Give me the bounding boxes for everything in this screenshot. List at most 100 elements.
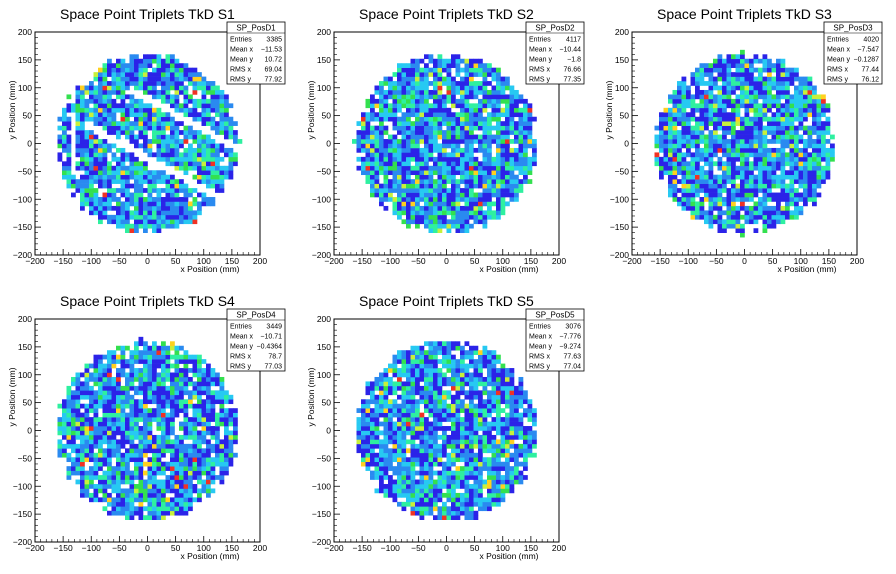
heatmap-cell bbox=[523, 112, 528, 118]
heatmap-cell bbox=[93, 475, 99, 480]
histogram-panel-5: Space Point Triplets TkD S5−200 −150 −100−… bbox=[306, 293, 585, 561]
heatmap-cell bbox=[505, 107, 510, 113]
heatmap-cell bbox=[713, 76, 718, 82]
heatmap-cell bbox=[505, 152, 510, 158]
heatmap-cell bbox=[215, 143, 220, 149]
heatmap-cell bbox=[156, 501, 162, 507]
heatmap-cell bbox=[174, 434, 180, 440]
heatmap-cell bbox=[107, 67, 112, 73]
heatmap-cell bbox=[708, 85, 714, 91]
heatmap-cell bbox=[749, 67, 754, 73]
heatmap-cell bbox=[188, 161, 193, 167]
heatmap-cell bbox=[71, 390, 76, 396]
heatmap-cell bbox=[116, 390, 121, 396]
heatmap-cell bbox=[116, 134, 121, 140]
heatmap-cell bbox=[107, 461, 112, 467]
heatmap-cell bbox=[219, 165, 225, 171]
heatmap-cell bbox=[111, 121, 117, 126]
heatmap-cell bbox=[663, 107, 669, 113]
heatmap-cell bbox=[776, 210, 781, 216]
heatmap-cell bbox=[147, 506, 153, 512]
heatmap-cell bbox=[672, 156, 678, 162]
heatmap-cell bbox=[460, 103, 465, 109]
heatmap-cell bbox=[722, 130, 727, 135]
heatmap-cell bbox=[428, 170, 434, 176]
heatmap-cell bbox=[464, 219, 470, 225]
heatmap-cell bbox=[780, 116, 786, 122]
heatmap-cell bbox=[473, 192, 479, 198]
heatmap-cell bbox=[740, 121, 745, 126]
heatmap-cell bbox=[527, 165, 533, 171]
heatmap-cell bbox=[830, 134, 835, 140]
heatmap-cell bbox=[188, 430, 193, 436]
heatmap-cell bbox=[446, 223, 452, 229]
heatmap-cell bbox=[713, 98, 718, 104]
heatmap-cell bbox=[219, 147, 225, 153]
heatmap-cell bbox=[397, 192, 402, 198]
heatmap-cell bbox=[807, 174, 813, 180]
heatmap-cell bbox=[93, 156, 99, 162]
heatmap-cell bbox=[174, 457, 180, 463]
heatmap-cell bbox=[753, 219, 759, 225]
heatmap-cell bbox=[228, 448, 234, 454]
heatmap-cell bbox=[451, 121, 456, 126]
heatmap-cell bbox=[143, 394, 148, 400]
heatmap-cell bbox=[482, 179, 488, 184]
heatmap-cell bbox=[722, 81, 727, 86]
heatmap-cell bbox=[75, 479, 81, 485]
heatmap-cell bbox=[442, 139, 447, 144]
heatmap-cell bbox=[433, 156, 438, 162]
heatmap-cell bbox=[780, 112, 786, 118]
heatmap-cell bbox=[383, 125, 389, 131]
heatmap-cell bbox=[672, 121, 678, 126]
heatmap-cell bbox=[174, 403, 180, 409]
heatmap-cell bbox=[677, 107, 682, 113]
heatmap-cell bbox=[80, 85, 85, 91]
heatmap-cell bbox=[183, 492, 189, 498]
heatmap-cell bbox=[668, 174, 673, 180]
heatmap-cell bbox=[201, 372, 207, 378]
heatmap-cell bbox=[161, 81, 166, 86]
heatmap-cell bbox=[170, 210, 175, 216]
heatmap-cell bbox=[143, 219, 148, 225]
heatmap-cell bbox=[785, 76, 790, 82]
heatmap-cell bbox=[370, 183, 375, 189]
heatmap-cell bbox=[518, 147, 524, 153]
heatmap-cell bbox=[102, 381, 108, 387]
heatmap-cell bbox=[361, 112, 366, 118]
heatmap-cell bbox=[771, 103, 777, 109]
heatmap-cell bbox=[726, 130, 732, 135]
heatmap-cell bbox=[125, 430, 130, 436]
heatmap-cell bbox=[744, 156, 750, 162]
heatmap-cell bbox=[228, 430, 234, 436]
heatmap-cell bbox=[84, 492, 90, 498]
heatmap-cell bbox=[388, 161, 393, 167]
heatmap-cell bbox=[740, 161, 745, 167]
heatmap-cell bbox=[740, 63, 745, 68]
heatmap-cell bbox=[98, 354, 103, 360]
heatmap-cell bbox=[681, 188, 687, 193]
heatmap-cell bbox=[437, 72, 443, 77]
heatmap-cell bbox=[433, 223, 438, 229]
heatmap-cell bbox=[708, 188, 714, 193]
heatmap-cell bbox=[107, 179, 112, 184]
heatmap-cell bbox=[428, 130, 434, 135]
heatmap-cell bbox=[152, 479, 157, 485]
heatmap-cell bbox=[798, 183, 804, 189]
heatmap-cell bbox=[197, 399, 202, 405]
heatmap-cell bbox=[147, 510, 153, 516]
heatmap-cell bbox=[365, 179, 371, 184]
heatmap-cell bbox=[84, 170, 90, 176]
heatmap-cell bbox=[107, 457, 112, 463]
heatmap-cell bbox=[406, 139, 411, 144]
heatmap-cell bbox=[192, 76, 198, 82]
heatmap-cell bbox=[84, 107, 90, 113]
heatmap-cell bbox=[758, 197, 763, 202]
heatmap-cell bbox=[379, 143, 384, 149]
heatmap-cell bbox=[406, 152, 411, 158]
heatmap-cell bbox=[668, 156, 673, 162]
heatmap-cell bbox=[388, 94, 393, 100]
heatmap-cell bbox=[518, 112, 524, 118]
heatmap-cell bbox=[437, 85, 443, 91]
heatmap-cell bbox=[192, 421, 198, 427]
